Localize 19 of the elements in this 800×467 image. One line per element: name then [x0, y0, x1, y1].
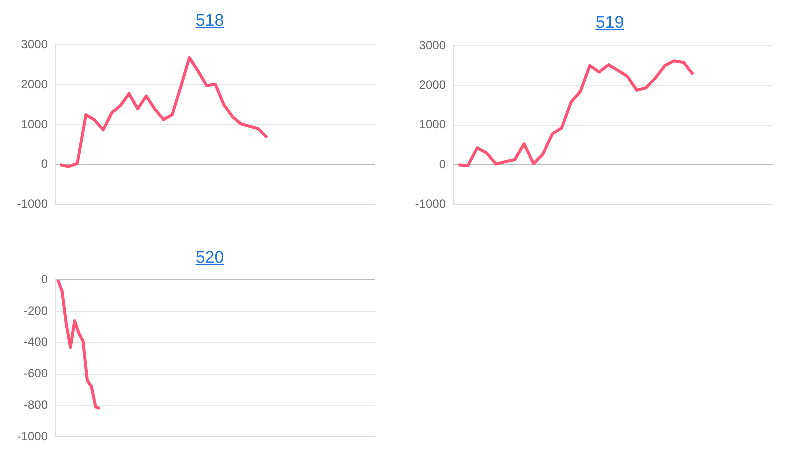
y-tick-label: 1000	[419, 118, 446, 132]
y-tick-label: -200	[24, 304, 48, 318]
y-tick-label: -1000	[415, 197, 446, 212]
y-tick-label: 3000	[419, 38, 446, 52]
y-tick-label: 3000	[21, 38, 48, 52]
chart-title: 520	[194, 247, 226, 269]
y-tick-label: -400	[24, 335, 48, 350]
y-tick-label: 0	[41, 272, 48, 287]
chart-title: 518	[194, 10, 226, 32]
y-tick-label: 1000	[21, 117, 48, 132]
y-tick-label: -600	[24, 366, 48, 381]
y-tick-label: -1000	[17, 197, 48, 212]
y-tick-label: -1000	[17, 429, 48, 444]
y-tick-label: -800	[24, 398, 48, 412]
y-tick-label: 0	[41, 157, 48, 172]
y-tick-label: 0	[439, 157, 446, 172]
y-tick-label: 2000	[21, 77, 48, 92]
chart-title: 519	[594, 12, 626, 34]
y-tick-label: 2000	[419, 78, 446, 92]
